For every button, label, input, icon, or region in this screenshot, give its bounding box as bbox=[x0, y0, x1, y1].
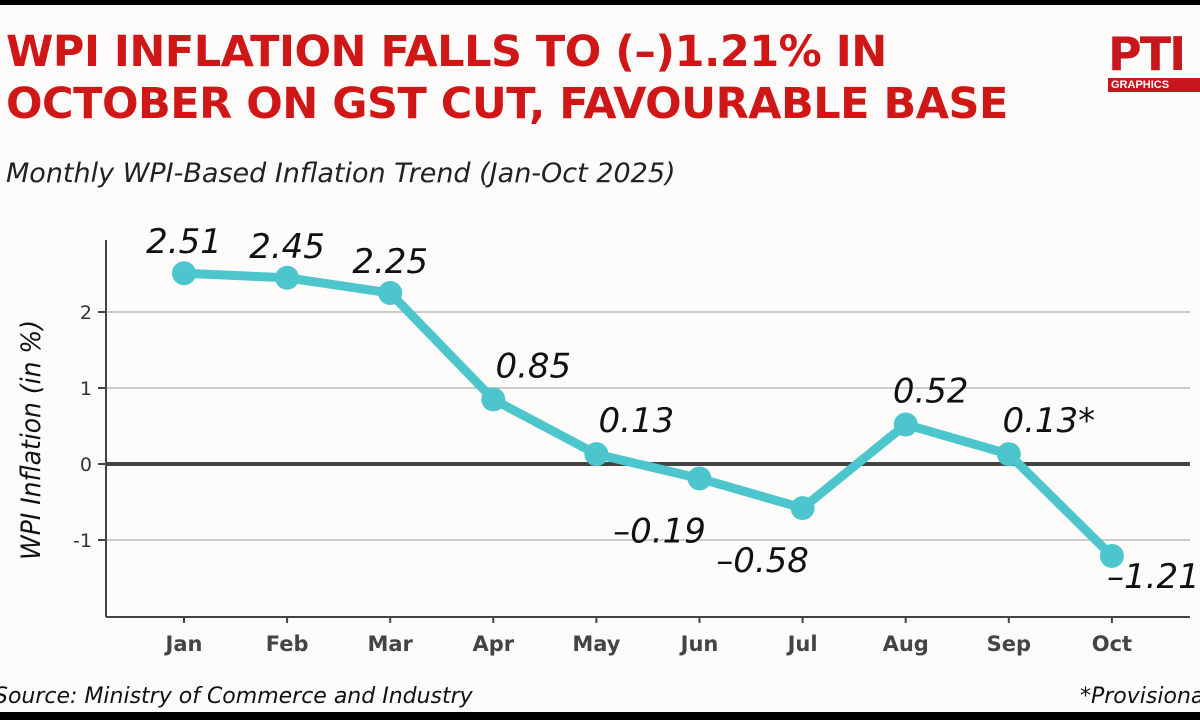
data-point bbox=[172, 261, 196, 286]
data-label: –1.21* bbox=[1107, 557, 1200, 597]
y-tick-label: -1 bbox=[73, 530, 92, 552]
pti-logo: PTI GRAPHICS bbox=[1108, 30, 1200, 92]
bottom-border bbox=[0, 712, 1200, 720]
data-label: 0.85 bbox=[495, 346, 571, 386]
x-tick-label: Aug bbox=[883, 632, 929, 656]
data-point bbox=[378, 281, 403, 305]
data-label: 0.13 bbox=[599, 401, 675, 441]
x-tick-label: May bbox=[572, 632, 620, 656]
data-label: 2.25 bbox=[352, 242, 428, 282]
x-tick-label: Feb bbox=[266, 632, 309, 656]
logo-mark: PTI bbox=[1108, 27, 1186, 81]
y-tick-label: 0 bbox=[80, 454, 92, 476]
y-axis-label: WPI Inflation (in %) bbox=[16, 320, 47, 560]
y-tick-label: 1 bbox=[80, 378, 92, 400]
data-point bbox=[893, 412, 918, 437]
data-label: 2.45 bbox=[249, 227, 325, 267]
x-tick-label: Jun bbox=[679, 632, 719, 656]
data-label: 0.13* bbox=[1002, 401, 1095, 441]
data-label: –0.58 bbox=[716, 541, 809, 581]
data-point bbox=[790, 496, 815, 521]
y-tick-label: 2 bbox=[80, 302, 92, 324]
x-tick-label: Jul bbox=[786, 632, 818, 656]
data-point bbox=[584, 442, 609, 467]
data-point bbox=[1099, 543, 1124, 568]
x-tick-label: Oct bbox=[1092, 632, 1132, 656]
source-note: Source: Ministry of Commerce and Industr… bbox=[0, 684, 473, 709]
provisional-note: *Provisional bbox=[1080, 684, 1200, 709]
series-line bbox=[179, 268, 1117, 561]
logo-subtext: GRAPHICS bbox=[1108, 78, 1200, 92]
data-point bbox=[996, 442, 1021, 467]
data-point bbox=[687, 466, 712, 491]
data-label: 0.52 bbox=[893, 371, 969, 411]
top-border bbox=[0, 0, 1200, 5]
data-point bbox=[481, 387, 506, 412]
x-tick-label: Jan bbox=[164, 632, 203, 656]
x-tick-label: Sep bbox=[987, 632, 1031, 656]
x-tick-label: Mar bbox=[367, 632, 413, 656]
x-tick-label: Apr bbox=[472, 632, 514, 656]
data-label: 2.51 bbox=[146, 222, 222, 262]
data-point bbox=[275, 265, 300, 290]
chart-subtitle: Monthly WPI-Based Inflation Trend (Jan-O… bbox=[6, 158, 676, 189]
headline: WPI INFLATION FALLS TO (–)1.21% IN OCTOB… bbox=[6, 27, 1008, 129]
data-label: –0.19 bbox=[613, 511, 706, 551]
